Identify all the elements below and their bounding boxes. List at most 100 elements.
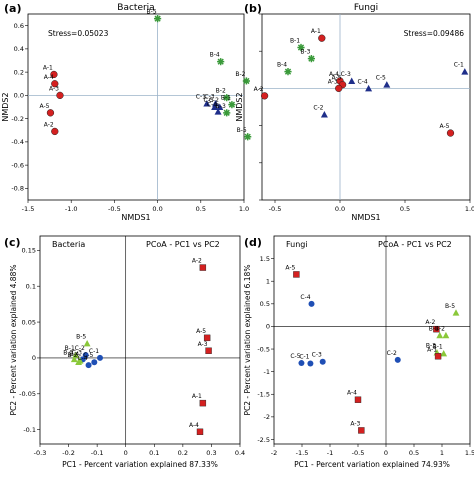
point-A-4: [354, 396, 362, 403]
y-tick-label: -2: [264, 413, 270, 421]
point-B-3: [307, 55, 315, 63]
point-A-2: [260, 92, 269, 100]
point-label: C-3: [204, 94, 214, 101]
point-A-2: [51, 127, 59, 136]
x-tick-label: -0.3: [34, 449, 47, 457]
point-label: C-4: [77, 355, 87, 362]
point-label: A-5: [285, 264, 295, 271]
y-tick-label: 0.5: [260, 300, 270, 308]
point-label: C-4: [358, 78, 368, 85]
point-label: B-1: [290, 37, 300, 44]
point-label: C-1: [196, 94, 206, 101]
y-axis-label: PC2 - Percent variation explained 4.88%: [9, 265, 18, 416]
x-tick-label: 0.0: [335, 205, 345, 213]
point-label: A-2: [192, 258, 202, 265]
point-label: B-3: [63, 349, 73, 356]
y-tick-label: -0.1: [23, 426, 36, 434]
point-C-1: [203, 100, 211, 107]
x-tick-label: 0: [124, 449, 128, 457]
x-tick-label: 1.0: [465, 205, 474, 213]
point-C-2: [394, 356, 401, 363]
point-label: B-4: [69, 351, 79, 358]
point-B-3: [223, 109, 231, 117]
x-tick-label: 0.5: [196, 205, 206, 213]
point-label: B-2: [68, 352, 78, 359]
point-label: A-3: [328, 78, 338, 85]
point-C-3: [319, 358, 326, 365]
chart-subtitle: PCoA - PC1 vs PC2: [146, 240, 220, 249]
point-B-2: [242, 77, 250, 85]
point-label: C-4: [207, 102, 217, 109]
x-tick-label: -1: [327, 449, 333, 457]
y-tick-label: -1: [264, 368, 270, 376]
point-label: B-3: [300, 49, 310, 56]
point-C-1: [307, 360, 314, 367]
point-A-1: [318, 34, 326, 42]
point-label: C-2: [75, 345, 85, 352]
point-A-3: [205, 347, 212, 354]
x-tick-label: -0.5: [108, 205, 121, 213]
y-tick-label: -0.05: [19, 390, 36, 398]
point-label: B-3: [216, 103, 226, 110]
x-tick-label: -0.1: [91, 449, 104, 457]
point-label: B-2: [216, 88, 226, 95]
point-label: A-1: [43, 64, 53, 71]
point-B-5: [154, 15, 162, 23]
point-C-2: [320, 110, 328, 118]
point-label: C-3: [72, 349, 82, 356]
x-tick-label: 1: [440, 449, 444, 457]
point-label: C-3: [312, 352, 322, 359]
x-tick-label: 0.5: [400, 205, 410, 213]
x-tick-label: -1.5: [22, 205, 35, 213]
point-label: A-4: [189, 422, 199, 429]
y-tick-label: -0.4: [11, 138, 24, 146]
point-label: A-1: [192, 393, 202, 400]
point-label: B-2: [235, 71, 245, 78]
point-label: A-3: [49, 85, 59, 92]
point-C-3: [211, 100, 219, 107]
point-label: A-3: [198, 341, 208, 348]
point-A-5: [293, 271, 300, 278]
x-tick-label: -0.5: [352, 449, 365, 457]
x-axis-label: PC1 - Percent variation explained 74.93%: [294, 460, 450, 469]
point-A-5: [46, 109, 55, 117]
point-B-2: [223, 94, 231, 102]
point-B-4: [76, 357, 84, 364]
point-label: B-1: [65, 345, 75, 352]
point-A-3: [56, 91, 64, 100]
point-label: B-5: [237, 127, 247, 134]
y-tick-label: -0.8: [11, 185, 24, 193]
stress-annotation: Stress=0.05023: [48, 29, 109, 38]
point-label: A-5: [440, 123, 450, 130]
y-tick-label: 0: [32, 354, 36, 362]
y-tick-label: -0.6: [11, 161, 24, 169]
point-A-4: [51, 80, 59, 88]
x-tick-label: -2: [271, 449, 277, 457]
point-C-4: [214, 108, 222, 115]
point-C-4: [85, 362, 92, 369]
point-label: B-5: [445, 303, 455, 310]
point-A-3: [358, 427, 365, 434]
point-label: C-5: [83, 352, 93, 359]
point-label: A-2: [254, 86, 264, 93]
point-C-5: [211, 103, 219, 110]
x-tick-label: -0.5: [269, 205, 282, 213]
x-tick-label: 1.0: [239, 205, 249, 213]
point-label: B-1: [433, 344, 443, 351]
point-label: A-2: [44, 121, 54, 128]
chart-title: Bacteria: [52, 240, 85, 249]
y-tick-label: -2.5: [257, 436, 270, 444]
point-A-5: [446, 129, 455, 137]
point-label: C-2: [313, 104, 323, 111]
point-B-4: [436, 331, 444, 339]
point-A-2: [199, 264, 207, 271]
point-label: B-4: [210, 52, 220, 59]
plot-frame: [39, 235, 241, 445]
point-B-4: [217, 58, 225, 66]
point-B-1: [297, 43, 305, 52]
x-tick-label: 0: [384, 449, 388, 457]
point-C-5: [298, 360, 305, 367]
y-axis-label: NMDS2: [1, 92, 10, 121]
x-tick-label: 0.4: [235, 449, 245, 457]
